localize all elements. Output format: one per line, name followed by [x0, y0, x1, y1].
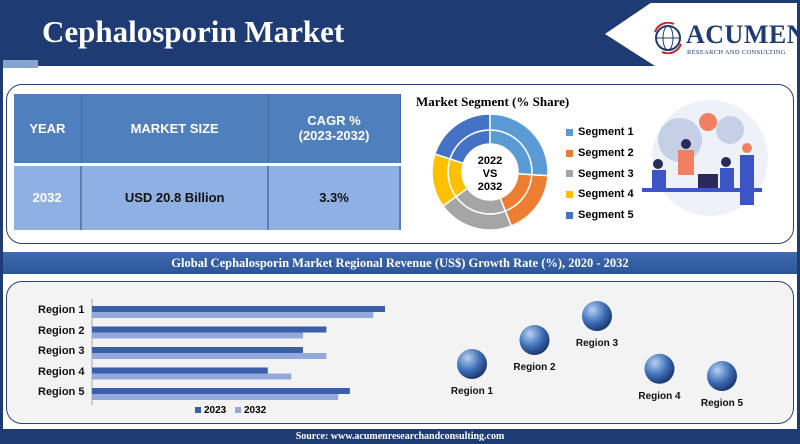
legend-label: Segment 5	[578, 209, 634, 222]
legend-swatch-2023	[195, 407, 201, 413]
cell-market-size: USD 20.8 Billion	[81, 162, 270, 230]
bubble-label: Region 1	[450, 386, 494, 397]
donut-slice-2022-4	[431, 153, 458, 208]
cell-year: 2032	[14, 162, 83, 230]
bar-2032-region-5	[92, 394, 339, 400]
region-label: Region 4	[38, 365, 85, 378]
bar-2032-region-2	[92, 332, 303, 339]
header-cagr: CAGR % (2023-2032)	[268, 94, 401, 164]
bar-2023-region-2	[92, 326, 327, 333]
header-ribbon	[0, 0, 655, 68]
region-label: Region 3	[38, 345, 85, 357]
bubble-region-2	[519, 325, 550, 355]
bubble-label: Region 5	[700, 398, 744, 409]
regional-panel	[6, 281, 794, 424]
header-market-size: MARKET SIZE	[81, 94, 269, 164]
legend-item: Segment 2	[566, 143, 634, 164]
bubble-label: Region 4	[638, 390, 681, 402]
bubble-label: Region 2	[513, 362, 556, 373]
region-label: Region 1	[38, 304, 85, 316]
cell-cagr: 3.3%	[268, 162, 401, 230]
bar-2032-region-4	[92, 373, 292, 380]
donut-slice-2022-1	[489, 113, 549, 177]
bubble-region-3	[582, 301, 612, 331]
bar-2032-region-3	[92, 353, 327, 359]
bubble-region-4	[644, 353, 675, 384]
regional-bubble-chart	[457, 301, 737, 391]
globe-icon	[654, 22, 682, 54]
legend-swatch	[566, 170, 573, 178]
legend-swatch-2032	[235, 407, 241, 413]
center-label-2: VS	[483, 168, 498, 180]
legend-item: Segment 3	[566, 163, 634, 184]
donut-legend: Segment 1 Segment 2 Segment 3 Segment 4 Segm…	[566, 122, 634, 225]
bar-2032-region-1	[92, 312, 374, 318]
donut-slice-2022-3	[442, 195, 513, 231]
donut-title: Market Segment (% Share)	[416, 94, 570, 109]
section-banner: Global Cephalosporin Market Regional Rev…	[3, 252, 797, 274]
bubble-label: Region 3	[575, 338, 619, 349]
donut-slice-2022-2	[504, 173, 549, 227]
bar-2023-region-3	[92, 347, 303, 353]
legend-swatch	[566, 128, 573, 136]
legend-label-2023: 2023	[204, 405, 227, 416]
acumen-logo: ACUMEN RESEARCH AND CONSULTING	[652, 20, 800, 64]
bar-2023-region-4	[92, 367, 268, 374]
page-title: Cephalosporin Market	[42, 14, 345, 49]
legend-label: Segment 1	[578, 126, 634, 139]
center-label-3: 2032	[478, 181, 502, 193]
region-label: Region 2	[38, 324, 85, 337]
legend-item: Segment 4	[566, 184, 634, 205]
source-footer: Source: www.acumenresearchandconsulting.…	[0, 429, 800, 444]
legend-label: Segment 3	[578, 167, 634, 180]
donut-chart: 2022 VS 2032	[431, 113, 549, 231]
team-brainstorming-illustration	[642, 100, 768, 216]
header-year: YEAR	[14, 94, 82, 164]
regional-bar-chart: 2023 2032	[91, 299, 385, 416]
legend-label-2032: 2032	[244, 405, 267, 416]
legend-swatch	[566, 211, 573, 219]
legend-label: Segment 2	[578, 147, 634, 160]
center-label-1: 2022	[478, 155, 502, 167]
legend-item: Segment 1	[566, 122, 634, 143]
bubble-region-1	[457, 349, 487, 379]
summary-table: YEAR MARKET SIZE CAGR % (2023-2032) 2032 …	[14, 94, 401, 230]
bar-2023-region-5	[92, 388, 350, 394]
region-label: Region 5	[38, 386, 85, 398]
legend-item: Segment 5	[566, 205, 634, 226]
legend-swatch	[566, 190, 573, 198]
legend-swatch	[566, 149, 573, 157]
bubble-region-5	[707, 361, 737, 391]
bar-2023-region-1	[92, 306, 385, 312]
legend-label: Segment 4	[578, 188, 634, 201]
